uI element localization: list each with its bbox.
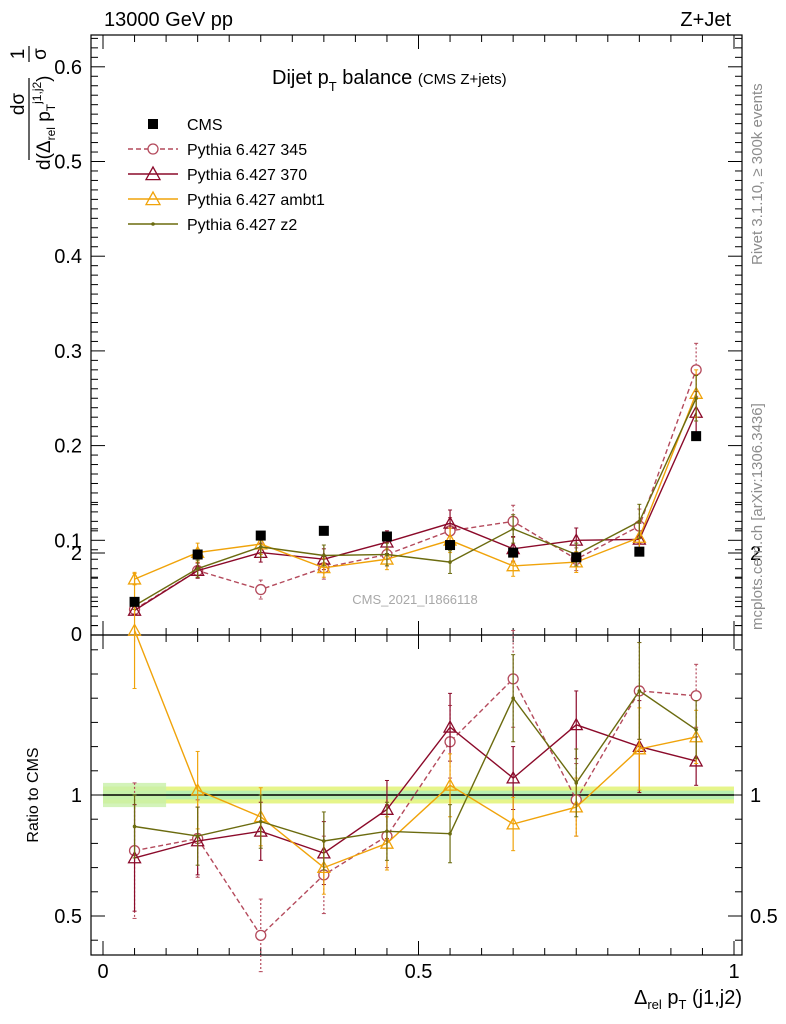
x-tick-label: 0.5 [405,961,433,983]
y-tick-label-ratio-right: 2 [750,543,761,565]
pythia-z2-point [385,552,389,557]
pythia-z2-point [151,222,155,226]
pythia-ambt1-point [632,530,647,543]
cms-data-point [445,540,456,551]
x-axis-label: Δrel pT (j1,j2) [634,987,742,1012]
pythia-z2-point [322,839,326,843]
pythia-z2-point [322,553,326,558]
y-tick-label-ratio: 1 [71,785,82,807]
y-axis-label-ratio: Ratio to CMS [25,747,42,842]
svg-text:1: 1 [8,49,29,60]
pythia-370-point [144,165,162,181]
pythia-z2-point [694,727,698,732]
y-tick-label-ratio-right: 1 [750,785,761,807]
legend-label: Pythia 6.427 345 [187,142,307,159]
pythia-370-point [569,717,584,731]
series-line [133,630,697,869]
y-tick-label-top: 0.1 [54,530,82,552]
pythia-370-point [506,770,521,784]
pythia-z2-point [448,560,452,564]
pythia-ambt1-point [632,741,647,755]
tick-marks [91,35,742,955]
pythia-ambt1-point [506,558,521,572]
pythia-370-point [442,515,458,529]
y-tick-label-top: 0 [71,624,82,646]
cms-data-point [571,552,582,563]
pythia-ambt1-point [190,782,205,796]
mcplots-source-label: mcplots.cern.ch [arXiv:1306.3436] [749,403,766,630]
cms-data-point [148,119,158,129]
header-right: Z+Jet [680,9,731,31]
y-tick-label-top: 0.4 [54,246,82,268]
y-tick-label-top: 0.6 [54,57,82,79]
y-tick-label-ratio-right: 0.5 [750,906,778,928]
series-line [134,412,697,611]
y-tick-label-ratio: 2 [71,543,82,565]
series-line [134,398,697,607]
cms-data-point [508,547,519,558]
y-tick-label-ratio: 0.5 [54,906,82,928]
series-line [134,677,697,937]
cms-data-point [381,531,392,542]
cms-data-point [318,525,329,536]
cms-data-point [691,431,702,442]
y-tick-label-top: 0.5 [54,152,82,174]
pythia-345-point [690,690,702,702]
pythia-z2-point [637,519,642,524]
cms-data-point [255,530,266,541]
pythia-z2-point [448,831,452,836]
pythia-370-point [442,719,458,733]
series-layer [127,342,704,973]
pythia-ambt1-point [127,623,142,636]
legend-label: Pythia 6.427 370 [187,167,307,184]
pythia-345-point [147,143,159,155]
pythia-z2-point [195,834,200,838]
pythia-345-point [255,583,267,596]
legend-label: Pythia 6.427 ambt1 [187,192,325,209]
svg-text:dσ: dσ [8,93,29,116]
pythia-z2-point [132,824,137,829]
legend-label: Pythia 6.427 z2 [187,217,297,234]
pythia-z2-point [511,527,515,531]
pythia-z2-point [195,566,200,571]
pythia-ambt1-point [316,560,331,574]
pythia-ambt1-point [442,777,458,791]
rivet-version-label: Rivet 3.1.10, ≥ 300k events [749,83,766,265]
series-line [134,393,697,580]
pythia-z2-point [258,545,263,549]
cms-data-point [634,546,645,557]
pythia-ambt1-point [316,860,331,874]
svg-text:σ: σ [30,48,51,60]
pythia-345-point [255,929,267,942]
chart-title: Dijet pT balance (CMS Z+jets) [272,67,507,94]
pythia-z2-point [258,819,263,824]
x-tick-label: 0 [97,961,108,983]
pythia-z2-point [694,396,698,401]
y-axis-label-top: 1 σ dσ d(Δrel pTj1,j2) [8,46,58,170]
legend-label: CMS [187,117,223,134]
pythia-z2-point [511,696,515,700]
svg-text:d(Δrel pTj1,j2): d(Δrel pTj1,j2) [30,76,58,170]
cms-data-point [129,596,140,607]
legend: CMS Pythia 6.427 345 Pythia 6.427 370 Pythi… [128,117,325,234]
pythia-ambt1-point [506,816,521,830]
series-line [134,689,697,842]
pythia-z2-point [385,829,389,834]
y-tick-label-top: 0.3 [54,341,82,363]
header-left: 13000 GeV pp [104,9,233,31]
pythia-ambt1-point [144,190,162,206]
pythia-z2-point [637,689,642,693]
pythia-370-point [689,753,704,767]
y-tick-label-top: 0.2 [54,436,82,458]
pythia-z2-point [574,781,579,785]
analysis-id-label: CMS_2021_I1866118 [352,592,478,607]
x-tick-label: 1 [728,961,739,983]
pythia-370-point [127,850,142,864]
series-line [134,369,697,610]
cms-data-point [192,549,203,560]
tick-labels: 0 0.5 1 0 0.1 0.2 0.3 0.4 0.5 0.6 0.5 0.5 1 1 2 2 [54,57,778,983]
